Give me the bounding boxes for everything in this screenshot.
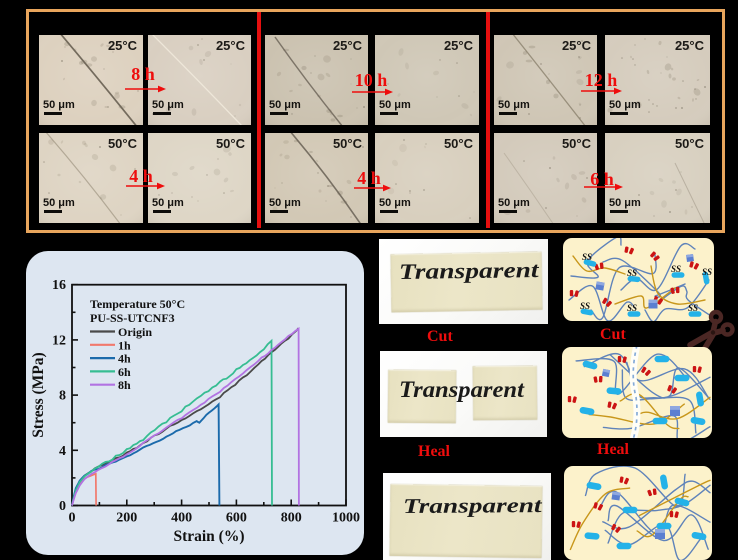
svg-text:800: 800	[281, 511, 302, 526]
svg-text:0: 0	[59, 499, 66, 514]
svg-text:SS: SS	[580, 301, 590, 311]
svg-text:12: 12	[52, 333, 66, 348]
svg-text:SS: SS	[688, 303, 698, 313]
svg-text:Stress (MPa): Stress (MPa)	[30, 352, 47, 437]
svg-text:Strain (%): Strain (%)	[173, 528, 244, 545]
svg-text:400: 400	[171, 511, 192, 526]
svg-text:Origin: Origin	[118, 325, 152, 339]
svg-text:SS: SS	[627, 268, 637, 278]
svg-text:8: 8	[59, 389, 66, 404]
svg-text:SS: SS	[671, 264, 681, 274]
svg-text:1000: 1000	[332, 511, 360, 526]
svg-text:6h: 6h	[118, 365, 131, 379]
svg-text:PU-SS-UTCNF3: PU-SS-UTCNF3	[90, 311, 175, 325]
svg-text:SS: SS	[702, 267, 712, 277]
svg-text:8h: 8h	[118, 378, 131, 392]
svg-text:16: 16	[52, 278, 66, 293]
svg-text:0: 0	[69, 511, 76, 526]
svg-text:Temperature 50°C: Temperature 50°C	[90, 297, 185, 311]
svg-text:4: 4	[59, 444, 66, 459]
svg-text:1h: 1h	[118, 338, 131, 352]
svg-text:SS: SS	[627, 303, 637, 313]
svg-text:SS: SS	[582, 252, 592, 262]
svg-text:4h: 4h	[118, 352, 131, 366]
svg-text:600: 600	[226, 511, 247, 526]
svg-text:200: 200	[116, 511, 137, 526]
